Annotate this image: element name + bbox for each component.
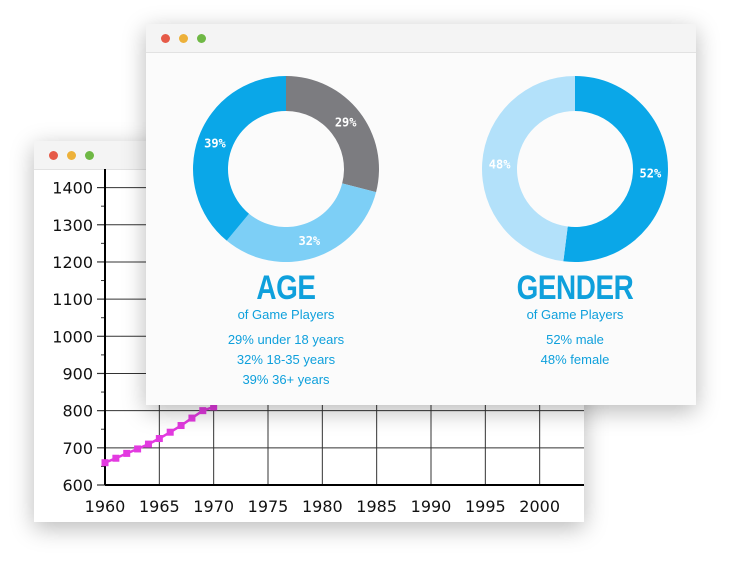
series-point xyxy=(166,428,174,436)
x-tick-label: 1995 xyxy=(465,497,506,516)
gender-stat-line: 52% male xyxy=(546,332,604,347)
gender-stat-line: 48% female xyxy=(540,352,610,367)
close-dot[interactable] xyxy=(161,34,170,43)
x-tick-label: 1960 xyxy=(85,497,126,516)
window-titlebar xyxy=(146,24,696,53)
maximize-dot[interactable] xyxy=(85,151,94,160)
gender-donut-slice xyxy=(563,76,668,262)
series-point xyxy=(210,403,218,411)
minimize-dot[interactable] xyxy=(179,34,188,43)
age-title: AGE xyxy=(256,269,316,307)
gender-stats: 52% male 48% female xyxy=(465,330,685,370)
series-point xyxy=(112,454,120,462)
x-tick-label: 1990 xyxy=(411,497,452,516)
x-tick-label: 1975 xyxy=(248,497,289,516)
series-point xyxy=(188,414,196,422)
gender-title: GENDER xyxy=(516,269,634,307)
donut-charts-window: 29% 32% 39% 52% 48% AGE of Game Players 29% … xyxy=(146,24,696,405)
age-subtitle: of Game Players xyxy=(237,307,335,322)
gender-donut-slice xyxy=(481,76,575,262)
y-tick-label: 1300 xyxy=(52,216,93,235)
close-dot[interactable] xyxy=(49,151,58,160)
age-donut-slice xyxy=(226,183,377,262)
y-tick-label: 900 xyxy=(62,364,93,383)
age-stat-line: 32% 18-35 years xyxy=(236,352,336,367)
y-tick-label: 1200 xyxy=(52,253,93,272)
series-point xyxy=(134,445,142,453)
age-stat-line: 29% under 18 years xyxy=(227,332,345,347)
series-point xyxy=(177,422,185,430)
series-point xyxy=(101,459,109,467)
minimize-dot[interactable] xyxy=(67,151,76,160)
x-tick-label: 2000 xyxy=(519,497,560,516)
series-point xyxy=(199,407,207,415)
age-donut-label: 39% xyxy=(204,136,226,150)
x-tick-label: 1980 xyxy=(302,497,343,516)
gender-panel: GENDER of Game Players 52% male 48% fema… xyxy=(465,271,685,370)
age-donut-label: 32% xyxy=(298,234,320,248)
gender-subtitle: of Game Players xyxy=(526,307,624,322)
age-donut-slice xyxy=(286,76,379,193)
y-tick-label: 700 xyxy=(62,439,93,458)
age-donut-slice xyxy=(193,76,286,241)
x-tick-label: 1970 xyxy=(193,497,234,516)
gender-donut-label: 48% xyxy=(489,157,511,171)
y-tick-label: 800 xyxy=(62,402,93,421)
y-tick-label: 1100 xyxy=(52,290,93,309)
age-stat-line: 39% 36+ years xyxy=(242,372,330,387)
age-stats: 29% under 18 years 32% 18-35 years 39% 3… xyxy=(176,330,396,390)
maximize-dot[interactable] xyxy=(197,34,206,43)
series-point xyxy=(123,449,131,457)
x-tick-label: 1965 xyxy=(139,497,180,516)
y-tick-label: 600 xyxy=(62,476,93,495)
series-point xyxy=(144,440,152,448)
gender-donut-label: 52% xyxy=(640,167,662,181)
donut-charts: 29% 32% 39% 52% 48% xyxy=(193,76,668,262)
age-donut-label: 29% xyxy=(335,116,357,130)
age-panel: AGE of Game Players 29% under 18 years 3… xyxy=(176,271,396,390)
series-point xyxy=(155,435,163,443)
y-tick-label: 1000 xyxy=(52,327,93,346)
x-tick-label: 1985 xyxy=(356,497,397,516)
y-tick-label: 1400 xyxy=(52,179,93,198)
